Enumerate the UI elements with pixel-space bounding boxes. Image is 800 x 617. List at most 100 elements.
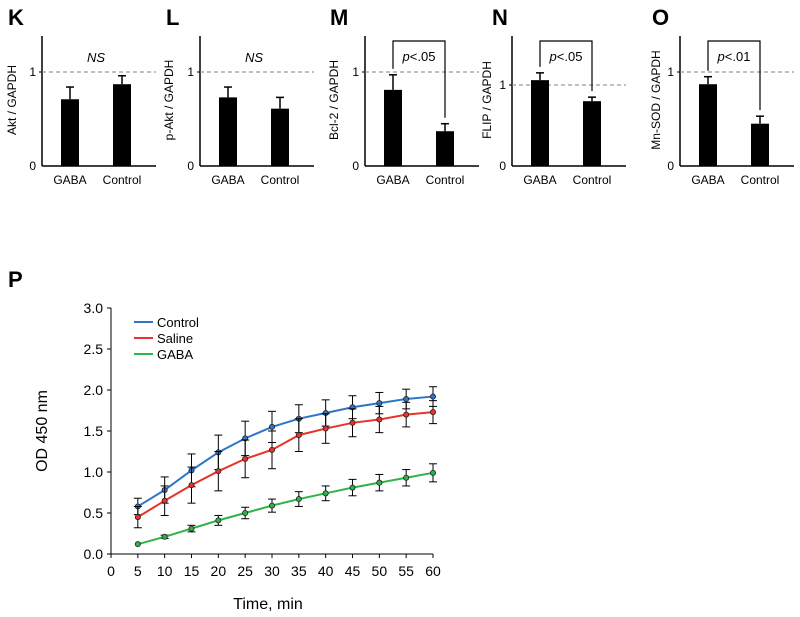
data-point bbox=[215, 517, 222, 524]
x-tick-label: 20 bbox=[211, 563, 227, 579]
y-tick-label: 0 bbox=[187, 159, 194, 173]
p-value-annotation: p<.01 bbox=[717, 49, 751, 64]
x-tick-label: 10 bbox=[157, 563, 173, 579]
y-tick-label: 1 bbox=[29, 65, 36, 79]
x-tick-label: 35 bbox=[291, 563, 307, 579]
y-axis-label: Bcl-2 / GAPDH bbox=[327, 60, 341, 140]
bar-control bbox=[271, 108, 289, 166]
data-point bbox=[242, 455, 249, 462]
y-axis-label: Mn-SOD / GAPDH bbox=[649, 50, 663, 149]
legend-entry: GABA bbox=[157, 347, 193, 362]
panel-m: M 0 1 Bcl-2 / GAPDH GABA Control p<.05 bbox=[327, 5, 479, 187]
y-tick-label: 1 bbox=[667, 65, 674, 79]
panel-o: O 0 1 Mn-SOD / GAPDH GABA Control p<.01 bbox=[649, 5, 794, 187]
data-point bbox=[429, 469, 436, 476]
y-tick-label: 1.5 bbox=[84, 423, 104, 439]
data-point bbox=[295, 432, 302, 439]
data-point bbox=[188, 482, 195, 489]
p-symbol: p bbox=[549, 49, 557, 64]
bar-gaba bbox=[219, 97, 237, 166]
y-tick-label: 0 bbox=[29, 159, 36, 173]
x-tick-label: 50 bbox=[372, 563, 388, 579]
y-tick-label: 0 bbox=[352, 159, 359, 173]
series-line bbox=[137, 411, 434, 518]
data-point bbox=[349, 419, 356, 426]
data-point bbox=[268, 423, 275, 430]
data-point bbox=[376, 416, 383, 423]
p-value: <.05 bbox=[410, 49, 436, 64]
legend-entry: Saline bbox=[157, 331, 193, 346]
category-label: GABA bbox=[523, 173, 556, 187]
significance-annotation: NS bbox=[87, 50, 105, 65]
p-symbol: p bbox=[717, 49, 725, 64]
data-point bbox=[403, 474, 410, 481]
panel-label: O bbox=[652, 5, 669, 30]
category-label: Control bbox=[426, 173, 465, 187]
data-point bbox=[403, 396, 410, 403]
x-tick-label: 55 bbox=[398, 563, 414, 579]
p-value: <.01 bbox=[725, 49, 751, 64]
bar-gaba bbox=[384, 89, 402, 166]
data-point bbox=[349, 484, 356, 491]
panel-p: P 0 5 10 15 20 25 30 35 40 45 50 55 60 0.0 0.5 1.0 1.5 2.0… bbox=[8, 267, 441, 613]
data-point bbox=[295, 496, 302, 503]
category-label: GABA bbox=[376, 173, 409, 187]
y-tick-label: 0.0 bbox=[84, 546, 104, 562]
x-tick-label: 45 bbox=[345, 563, 361, 579]
y-axis-label: Akt / GAPDH bbox=[5, 65, 19, 135]
y-tick-label: 0 bbox=[667, 159, 674, 173]
bar-control bbox=[751, 123, 769, 166]
panel-label: P bbox=[8, 267, 23, 292]
legend-entry: Control bbox=[157, 315, 199, 330]
data-point bbox=[215, 468, 222, 475]
data-point bbox=[161, 497, 168, 504]
data-point bbox=[242, 509, 249, 516]
data-point bbox=[188, 525, 195, 532]
bar-control bbox=[113, 84, 131, 166]
p-symbol: p bbox=[402, 49, 410, 64]
panel-label: L bbox=[166, 5, 179, 30]
data-point bbox=[268, 502, 275, 509]
y-tick-label: 1.0 bbox=[84, 464, 104, 480]
y-tick-label: 1 bbox=[499, 78, 506, 92]
y-tick-label: 1 bbox=[187, 65, 194, 79]
y-axis-label: p-Akt / GAPDH bbox=[162, 60, 176, 141]
x-tick-label: 0 bbox=[107, 563, 115, 579]
p-value-annotation: p<.05 bbox=[549, 49, 583, 64]
series-saline bbox=[133, 400, 437, 529]
y-tick-label: 2.5 bbox=[84, 341, 104, 357]
significance-bracket bbox=[392, 40, 446, 118]
data-point bbox=[322, 490, 329, 497]
y-tick-label: 3.0 bbox=[84, 300, 104, 316]
data-point bbox=[134, 514, 141, 521]
x-tick-label: 40 bbox=[318, 563, 334, 579]
category-label: GABA bbox=[53, 173, 86, 187]
bar-gaba bbox=[699, 84, 717, 166]
data-point bbox=[376, 479, 383, 486]
category-label: Control bbox=[573, 173, 612, 187]
series-line bbox=[137, 471, 434, 546]
bar-control bbox=[436, 131, 454, 166]
data-point bbox=[268, 446, 275, 453]
p-value: <.05 bbox=[557, 49, 583, 64]
data-point bbox=[429, 393, 436, 400]
p-value-annotation: p<.05 bbox=[402, 49, 436, 64]
series-line bbox=[137, 395, 434, 508]
panel-label: N bbox=[492, 5, 508, 30]
significance-bracket bbox=[539, 40, 593, 92]
x-tick-label: 5 bbox=[134, 563, 142, 579]
y-axis-label: FLIP / GAPDH bbox=[480, 61, 494, 139]
data-point bbox=[376, 400, 383, 407]
bar-gaba bbox=[61, 99, 79, 166]
series-gaba bbox=[134, 463, 437, 548]
data-point bbox=[134, 541, 141, 548]
panel-n: N 0 1 FLIP / GAPDH GABA Control p<.05 bbox=[480, 5, 626, 187]
y-tick-label: 1 bbox=[352, 65, 359, 79]
data-point bbox=[429, 409, 436, 416]
category-label: Control bbox=[741, 173, 780, 187]
significance-annotation: NS bbox=[245, 50, 263, 65]
panel-k: K 0 1 Akt / GAPDH GABA Control NS bbox=[5, 5, 156, 187]
category-label: GABA bbox=[691, 173, 724, 187]
x-tick-label: 30 bbox=[264, 563, 280, 579]
